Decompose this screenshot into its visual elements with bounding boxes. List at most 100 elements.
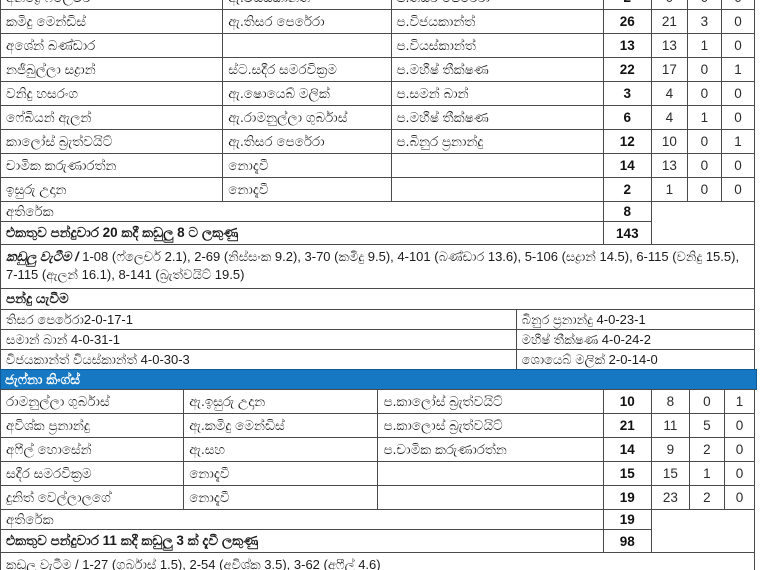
- dismissal-cell: ඇ.කමිදු මෙන්ඩිස්: [183, 413, 379, 438]
- batting-row: දුනිත් වෙල්ලාලගේ නොදැවී 19 23 2 0: [0, 485, 756, 510]
- fours-cell: 1: [686, 105, 722, 130]
- batsman-name-cell: ඉසුරු උදාන: [0, 177, 224, 202]
- runs-cell: 15: [602, 461, 652, 486]
- fours-cell: 0: [688, 389, 725, 414]
- sixes-cell: 0: [720, 9, 756, 34]
- batsman-name-cell: සදීර සමරවික්‍රම: [0, 461, 185, 486]
- balls-cell: 11: [650, 413, 690, 438]
- bowler-cell: ප.තිසර පෙරේරා: [390, 0, 604, 10]
- fours-cell: 1: [688, 461, 725, 486]
- total-label: එකතුව පන්දුවාර 20 කදී කඩුලු 8 ට ලකුණු: [0, 221, 604, 245]
- extras-row: අතිරේක 19: [0, 509, 756, 553]
- fours-cell: 0: [686, 153, 722, 178]
- sixes-cell: 0: [723, 437, 756, 462]
- batting-row: චාමික කරුණාරත්න නොදැවී 14 13 0 0: [0, 153, 756, 178]
- balls-cell: 8: [650, 389, 690, 414]
- balls-cell: 1: [650, 177, 688, 202]
- bowling-row: සමාන් බාන් 4-0-31-1 මහීෂ් තීක්ෂණ 4-0-24-…: [0, 329, 756, 350]
- bowling-row: තිසර පෙරේරා2-0-17-1 බිනුර ප්‍රනාන්දු 4-0…: [0, 309, 756, 330]
- empty-cell: [650, 201, 756, 245]
- fall-of-wickets-text: කඩුලු වැටීම / 1-27 (ගුර්බාස් 1.5), 2-54 …: [6, 557, 381, 570]
- batting-row: කමිදු මෙන්ඩිස් ඇ.තිසර පෙරේරා ප.විජයකාන්ත…: [0, 9, 756, 34]
- innings1-bowling-table: තිසර පෙරේරා2-0-17-1 බිනුර ප්‍රනාන්දු 4-0…: [0, 309, 756, 370]
- fours-cell: 5: [688, 413, 725, 438]
- runs-cell: 2: [602, 177, 652, 202]
- bowler-cell: ප.කාලොස් බ්‍රැත්වයිට්: [377, 413, 604, 438]
- bowler-cell: ප.විජයකාන්ත්: [390, 9, 604, 34]
- team-header-jaffna-kings: ජැෆ්නා කිංග්ස්: [0, 369, 757, 390]
- balls-cell: 21: [650, 9, 688, 34]
- batting-row: අවිශ්ක ප්‍රනාන්දු ඇ.කමිදු මෙන්ඩිස් ප.කාල…: [0, 413, 756, 438]
- batting-row-partial: අන්ද්‍රේ ෆ්ලෙචර් ඇ.වියස්කාන්ත් ප.තිසර පෙ…: [0, 0, 756, 10]
- extras-runs-cell: 19: [602, 509, 652, 530]
- innings2-batting-table: රාමනුල්ලා ගුර්බාස් ඇ.ඉසුරු උදාන ප.කාලෝස්…: [0, 389, 756, 553]
- balls-cell: 13: [650, 153, 688, 178]
- total-label: එකතුව පන්දුවාර 11 කදී කඩුලු 3 ක් දැවී ලක…: [0, 529, 604, 553]
- batsman-name-cell: කමිදු මෙන්ඩිස්: [0, 9, 224, 34]
- sixes-cell: 0: [723, 485, 756, 510]
- fours-cell: 1: [686, 33, 722, 58]
- fours-cell: 0: [686, 129, 722, 154]
- batting-row: අශේන් බණ්ඩාර ප.වියස්කාන්ත් 13 13 1 0: [0, 33, 756, 58]
- fall-of-wickets-innings1: කඩුලු වැටීම / 1-08 (ෆ්ලෙචර් 2.1), 2-69 (…: [0, 244, 755, 289]
- runs-cell: 6: [602, 105, 652, 130]
- balls-cell: 4: [650, 105, 688, 130]
- runs-cell: 14: [602, 437, 652, 462]
- bowler-cell: ප.චාමික කරුණාරත්න: [377, 437, 604, 462]
- batting-row: රාමනුල්ලා ගුර්බාස් ඇ.ඉසුරු උදාන ප.කාලෝස්…: [0, 389, 756, 414]
- sixes-cell: 0: [720, 177, 756, 202]
- bowler-figures-cell: සමාන් බාන් 4-0-31-1: [0, 329, 517, 350]
- fours-cell: 0: [686, 177, 722, 202]
- bowler-cell: [377, 485, 604, 510]
- batting-row: වනිදු හසරංග ඇ.ෂොයෙබ් මලික් ප.සමන් බාන් 3…: [0, 81, 756, 106]
- balls-cell: 10: [650, 129, 688, 154]
- runs-cell: 14: [602, 153, 652, 178]
- extras-label: අතිරේක: [0, 509, 604, 530]
- dismissal-cell: නොදැවී: [183, 485, 379, 510]
- batsman-name-cell: අවිශ්ක ප්‍රනාන්දු: [0, 413, 185, 438]
- dismissal-cell: නොදැවී: [183, 461, 379, 486]
- batsman-name-cell: වනිදු හසරංග: [0, 81, 224, 106]
- runs-cell: 10: [602, 389, 652, 414]
- fours-cell: 0: [686, 57, 722, 82]
- extras-runs-cell: 8: [602, 201, 652, 222]
- runs-cell: 13: [602, 33, 652, 58]
- balls-cell: 15: [650, 461, 690, 486]
- balls-cell: 13: [650, 33, 688, 58]
- fours-cell: 3: [686, 9, 722, 34]
- bowler-figures-cell: මහීෂ් තීක්ෂණ 4-0-24-2: [515, 329, 756, 350]
- sixes-cell: 0: [720, 33, 756, 58]
- bowling-row: විජයකාන්ත් වියස්කාන්ත් 4-0-30-3 ශොයෙබ් ම…: [0, 349, 756, 370]
- fall-of-wickets-text: 1-08 (ෆ්ලෙචර් 2.1), 2-69 (නිස්සංක 9.2), …: [6, 249, 740, 282]
- sixes-cell: 0: [720, 0, 756, 10]
- dismissal-cell: නොදැවී: [222, 153, 392, 178]
- extras-row: අතිරේක 8: [0, 201, 756, 245]
- bowler-figures-cell: බිනුර ප්‍රනාන්දු 4-0-23-1: [515, 309, 756, 330]
- sixes-cell: 0: [720, 105, 756, 130]
- bowler-cell: [390, 153, 604, 178]
- batsman-name-cell: අෆීල් හොසේන්: [0, 437, 185, 462]
- batting-row: අෆීල් හොසේන් ඇ.සහ ප.චාමික කරුණාරත්න 14 9…: [0, 437, 756, 462]
- dismissal-cell: ඇ.රාමනුල්ලා ගුර්බාස්: [222, 105, 392, 130]
- fours-cell: 0: [686, 0, 722, 10]
- batsman-name-cell: චාමික කරුණාරත්න: [0, 153, 224, 178]
- balls-cell: 9: [650, 437, 690, 462]
- extras-label: අතිරේක: [0, 201, 604, 222]
- bowler-figures-cell: විජයකාන්ත් වියස්කාන්ත් 4-0-30-3: [0, 349, 517, 370]
- total-row: එකතුව පන්දුවාර 20 කදී කඩුලු 8 ට ලකුණු 14…: [0, 221, 755, 245]
- batting-row: සදීර සමරවික්‍රම නොදැවී 15 15 1 0: [0, 461, 756, 486]
- batting-row: ෆේබියන් ඇලන් ඇ.රාමනුල්ලා ගුර්බාස් ප.මහීෂ…: [0, 105, 756, 130]
- runs-cell: 22: [602, 57, 652, 82]
- runs-cell: 26: [602, 9, 652, 34]
- balls-cell: 4: [650, 81, 688, 106]
- batsman-name-cell: නජීබුල්ලා සද්‍රාන්: [0, 57, 224, 82]
- total-runs-cell: 143: [602, 221, 652, 245]
- dismissal-cell: ඇ.සහ: [183, 437, 379, 462]
- dismissal-cell: ස්ට.සදීර සමරවික්‍රම: [222, 57, 392, 82]
- sixes-cell: 0: [723, 461, 756, 486]
- batsman-name-cell: කාලෝස් බ්‍රැත්වයිට්: [0, 129, 224, 154]
- runs-cell: 12: [602, 129, 652, 154]
- fours-cell: 2: [688, 437, 725, 462]
